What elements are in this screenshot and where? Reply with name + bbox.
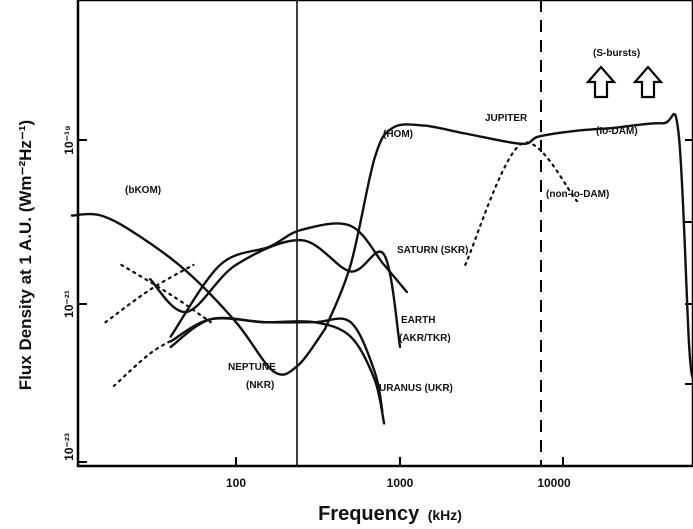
plot-frame bbox=[76, 0, 693, 468]
up-arrow-icon bbox=[632, 65, 664, 99]
x-tick-label-100: 100 bbox=[226, 476, 246, 490]
dotted-extension-line-3 bbox=[112, 335, 181, 388]
uranus-label: URANUS (UKR) bbox=[379, 383, 453, 394]
x-tick-label-10000: 10000 bbox=[537, 476, 571, 490]
dotted-extension-line-2 bbox=[120, 263, 212, 324]
non-io-dam-label: (non-Io-DAM) bbox=[546, 189, 609, 200]
series-layer bbox=[70, 112, 693, 425]
earth-label-1: EARTH bbox=[401, 315, 435, 326]
dotted-extension-line-1 bbox=[104, 263, 195, 324]
y-axis-title: Flux Density at 1 A.U. (Wm⁻²Hz⁻¹) bbox=[16, 120, 35, 390]
io-dam-label: (Io-DAM) bbox=[596, 126, 638, 137]
s-burst-arrows bbox=[585, 65, 664, 99]
x-axis-title-unit: (kHz) bbox=[428, 507, 462, 523]
series-line-neptune-nkr bbox=[169, 317, 384, 412]
bkom-label: (bKOM) bbox=[125, 185, 161, 196]
y-tick-label-1e-19: 10⁻¹⁹ bbox=[62, 125, 76, 154]
y-tick-label-1e-23: 10⁻²³ bbox=[62, 433, 76, 461]
series-line-non-io-dam bbox=[464, 141, 579, 266]
x-axis-title: Frequency (kHz) bbox=[318, 503, 462, 525]
earth-label-2: (AKR/TKR) bbox=[399, 333, 451, 344]
series-line-saturn-skr bbox=[169, 222, 408, 338]
x-tick-label-1000: 1000 bbox=[387, 476, 414, 490]
x-axis-title-main: Frequency bbox=[318, 503, 420, 525]
y-tick-label-1e-21: 10⁻²¹ bbox=[62, 290, 76, 318]
jupiter-label: JUPITER bbox=[485, 113, 528, 124]
s-bursts-label: (S-bursts) bbox=[593, 48, 640, 59]
series-line-bkom bbox=[70, 212, 327, 376]
y-axis-ticks bbox=[78, 139, 693, 463]
series-line-io-dam bbox=[612, 112, 693, 381]
hom-label: (HOM) bbox=[383, 129, 413, 140]
up-arrow-icon bbox=[585, 65, 617, 99]
saturn-label: SATURN (SKR) bbox=[397, 245, 468, 256]
neptune-label-1: NEPTUNE bbox=[228, 362, 276, 373]
series-line-uranus-ukr bbox=[169, 316, 386, 425]
series-line-hom bbox=[324, 123, 615, 330]
x-axis-ticks bbox=[235, 457, 564, 466]
series-line-earth-akr-tkr bbox=[149, 238, 402, 349]
neptune-label-2: (NKR) bbox=[246, 380, 274, 391]
